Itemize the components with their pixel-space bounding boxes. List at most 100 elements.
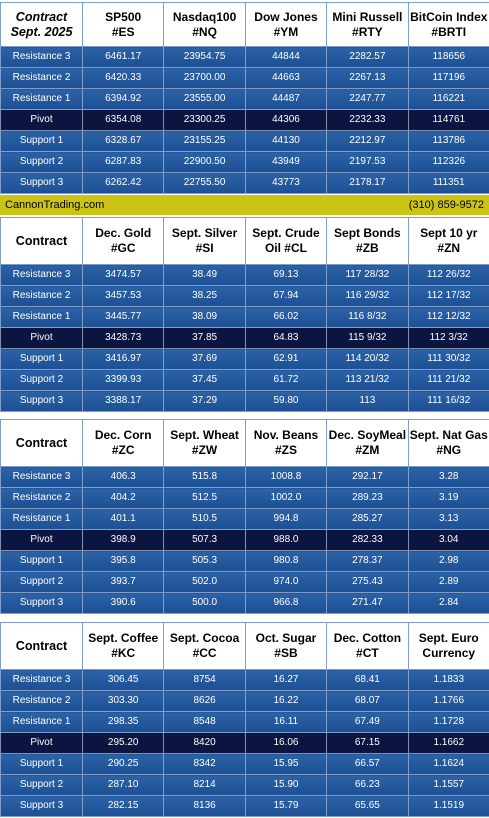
cell-value: 16.06 xyxy=(244,732,328,754)
header-row: Contract Sept. 2025 SP500 #ES Nasdaq100 #N… xyxy=(0,2,489,47)
cell-value: 398.9 xyxy=(81,529,165,551)
cell-value: 111 21/32 xyxy=(407,369,489,391)
cell-value: 6262.42 xyxy=(81,172,165,194)
row-label: Resistance 1 xyxy=(0,88,83,110)
row-label: Pivot xyxy=(0,732,83,754)
table-softs-currency: Contract Sept. Coffee #KC Sept. Cocoa #CC … xyxy=(0,622,489,817)
header-text: #ZB xyxy=(356,241,379,255)
cell-value: 289.23 xyxy=(326,487,409,509)
cell-value: 59.80 xyxy=(244,390,328,412)
table-row: Resistance 3 406.3 515.8 1008.8 292.17 3.28 xyxy=(0,466,489,488)
cell-value: 23555.00 xyxy=(163,88,246,110)
cell-value: 2197.53 xyxy=(326,151,409,173)
header-text: SP500 xyxy=(105,9,142,24)
row-label: Resistance 1 xyxy=(0,306,83,328)
header-row: Contract Dec. Gold #GC Sept. Silver #SI Se… xyxy=(0,217,489,265)
header-text: #ZC xyxy=(111,443,135,457)
cell-value: 3416.97 xyxy=(81,348,165,370)
table-row: Support 2 3399.93 37.45 61.72 113 21/32 111 2… xyxy=(0,369,489,391)
table-row: Support 3 6262.42 22755.50 43773 2178.17 1113… xyxy=(0,172,489,194)
cell-value: 1.1624 xyxy=(407,753,489,775)
banner-site[interactable]: CannonTrading.com xyxy=(5,199,105,211)
cell-value: 111351 xyxy=(407,172,489,194)
cell-value: 2178.17 xyxy=(326,172,409,194)
cell-value: 23300.25 xyxy=(163,109,246,131)
table-body: Resistance 3 6461.17 23954.75 44844 2282.57 1… xyxy=(0,46,489,194)
header-text: Dec. Corn xyxy=(94,428,152,442)
cell-value: 401.1 xyxy=(81,508,165,530)
cell-value: 38.25 xyxy=(163,285,246,307)
row-label: Pivot xyxy=(0,327,83,349)
contract-month: Sept. 2025 xyxy=(10,24,73,39)
row-label: Resistance 2 xyxy=(0,67,83,89)
cell-value: 16.27 xyxy=(244,669,328,691)
cell-value: 67.15 xyxy=(326,732,409,754)
row-label: Support 1 xyxy=(0,130,83,152)
row-label: Support 2 xyxy=(0,774,83,796)
cell-value: 44844 xyxy=(244,46,328,68)
cell-value: 112 3/32 xyxy=(407,327,489,349)
cell-value: 22755.50 xyxy=(163,172,246,194)
cell-value: 3.19 xyxy=(407,487,489,509)
row-label: Support 1 xyxy=(0,348,83,370)
cell-value: 3.13 xyxy=(407,508,489,530)
cell-value: 500.0 xyxy=(163,592,246,614)
cell-value: 16.11 xyxy=(244,711,328,733)
header-text: #ES xyxy=(111,24,135,39)
cell-value: 1.1662 xyxy=(407,732,489,754)
cell-value: 3.28 xyxy=(407,466,489,488)
col-header: Mini Russell #RTY xyxy=(326,2,409,47)
cell-value: 113 xyxy=(326,390,409,412)
header-text: Dec. Cotton xyxy=(333,631,402,645)
table-row: Support 1 6328.67 23155.25 44130 2212.97 1137… xyxy=(0,130,489,152)
row-label: Support 3 xyxy=(0,795,83,817)
cell-value: 2232.33 xyxy=(326,109,409,131)
cell-value: 66.57 xyxy=(326,753,409,775)
table-body: Resistance 3 3474.57 38.49 69.13 117 28/32 11… xyxy=(0,264,489,412)
table-metals-energy-rates: Contract Dec. Gold #GC Sept. Silver #SI Se… xyxy=(0,217,489,412)
cell-value: 44663 xyxy=(244,67,328,89)
banner: CannonTrading.com (310) 859-9572 xyxy=(0,195,489,215)
cell-value: 113786 xyxy=(407,130,489,152)
table-row: Resistance 2 303.30 8626 16.22 68.07 1.1766 xyxy=(0,690,489,712)
cell-value: 2267.13 xyxy=(326,67,409,89)
cell-value: 62.91 xyxy=(244,348,328,370)
cell-value: 974.0 xyxy=(244,571,328,593)
cell-value: 6287.83 xyxy=(81,151,165,173)
cell-value: 3399.93 xyxy=(81,369,165,391)
cell-value: 2282.57 xyxy=(326,46,409,68)
cell-value: 16.22 xyxy=(244,690,328,712)
cell-value: 994.8 xyxy=(244,508,328,530)
cell-value: 66.23 xyxy=(326,774,409,796)
row-label: Resistance 2 xyxy=(0,487,83,509)
contract-header: Contract xyxy=(0,622,83,670)
pivot-row: Pivot 3428.73 37.85 64.83 115 9/32 112 3/32 xyxy=(0,327,489,349)
header-text: Sept. Nat Gas xyxy=(409,428,488,442)
cell-value: 6461.17 xyxy=(81,46,165,68)
cell-value: 113 21/32 xyxy=(326,369,409,391)
cell-value: 68.41 xyxy=(326,669,409,691)
cell-value: 282.15 xyxy=(81,795,165,817)
header-text: #CC xyxy=(192,646,217,660)
table-row: Support 3 282.15 8136 15.79 65.65 1.1519 xyxy=(0,795,489,817)
cell-value: 44487 xyxy=(244,88,328,110)
cell-value: 68.07 xyxy=(326,690,409,712)
header-text: Currency xyxy=(422,646,476,660)
col-header: Sept Bonds #ZB xyxy=(326,217,409,265)
cell-value: 37.85 xyxy=(163,327,246,349)
row-label: Support 2 xyxy=(0,369,83,391)
header-text: Nov. Beans xyxy=(253,428,319,442)
table-row: Support 3 390.6 500.0 966.8 271.47 2.84 xyxy=(0,592,489,614)
cell-value: 966.8 xyxy=(244,592,328,614)
cell-value: 64.83 xyxy=(244,327,328,349)
header-text: Sept. Wheat xyxy=(170,428,239,442)
table-row: Resistance 1 6394.92 23555.00 44487 2247.77 1… xyxy=(0,88,489,110)
cell-value: 1.1833 xyxy=(407,669,489,691)
table-row: Resistance 1 3445.77 38.09 66.02 116 8/32 112… xyxy=(0,306,489,328)
contract-header: Contract Sept. 2025 xyxy=(0,2,83,47)
header-row: Contract Dec. Corn #ZC Sept. Wheat #ZW Nov… xyxy=(0,419,489,467)
cell-value: 988.0 xyxy=(244,529,328,551)
cell-value: 2.98 xyxy=(407,550,489,572)
col-header: Nasdaq100 #NQ xyxy=(163,2,246,47)
cell-value: 507.3 xyxy=(163,529,246,551)
